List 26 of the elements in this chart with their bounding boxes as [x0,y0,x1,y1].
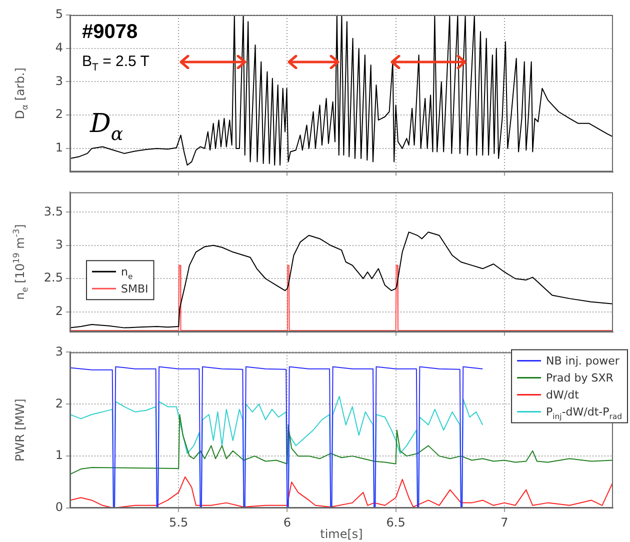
y-tick-label: 3 [55,344,63,358]
legend-label: Prad by SXR [546,372,614,385]
y-tick-label: 2 [55,304,63,318]
x-axis-title: time[s] [320,527,363,541]
y-tick-label: 2.5 [44,270,63,285]
x-tick-label: 6 [283,515,292,530]
legend-label: SMBI [121,282,148,296]
annotation: #9078 [82,21,138,43]
y-tick-label: 3 [55,74,63,88]
y-tick-label: 2 [55,107,63,122]
y-tick-label: 1 [55,448,63,462]
x-tick-label: 5.5 [169,515,188,530]
x-tick-label: 7 [500,515,508,530]
y-tick-label: 2 [55,396,63,410]
legend-label: NB inj. power [546,354,620,368]
y-tick-label: 5 [55,7,63,22]
y-tick-label: 0 [55,500,63,514]
x-tick-label: 6.5 [386,515,406,530]
y-tick-label: 1 [55,140,63,155]
y-tick-label: 3.5 [44,204,63,218]
legend-label: dW/dt [546,388,580,402]
y-axis-title: ne [1019 m-3] [11,224,30,300]
y-axis-title: Dα [arb.] [13,68,30,120]
y-tick-label: 3 [55,238,63,252]
y-tick-label: 4 [55,40,63,54]
y-axis-title: PWR [MW] [13,398,27,462]
